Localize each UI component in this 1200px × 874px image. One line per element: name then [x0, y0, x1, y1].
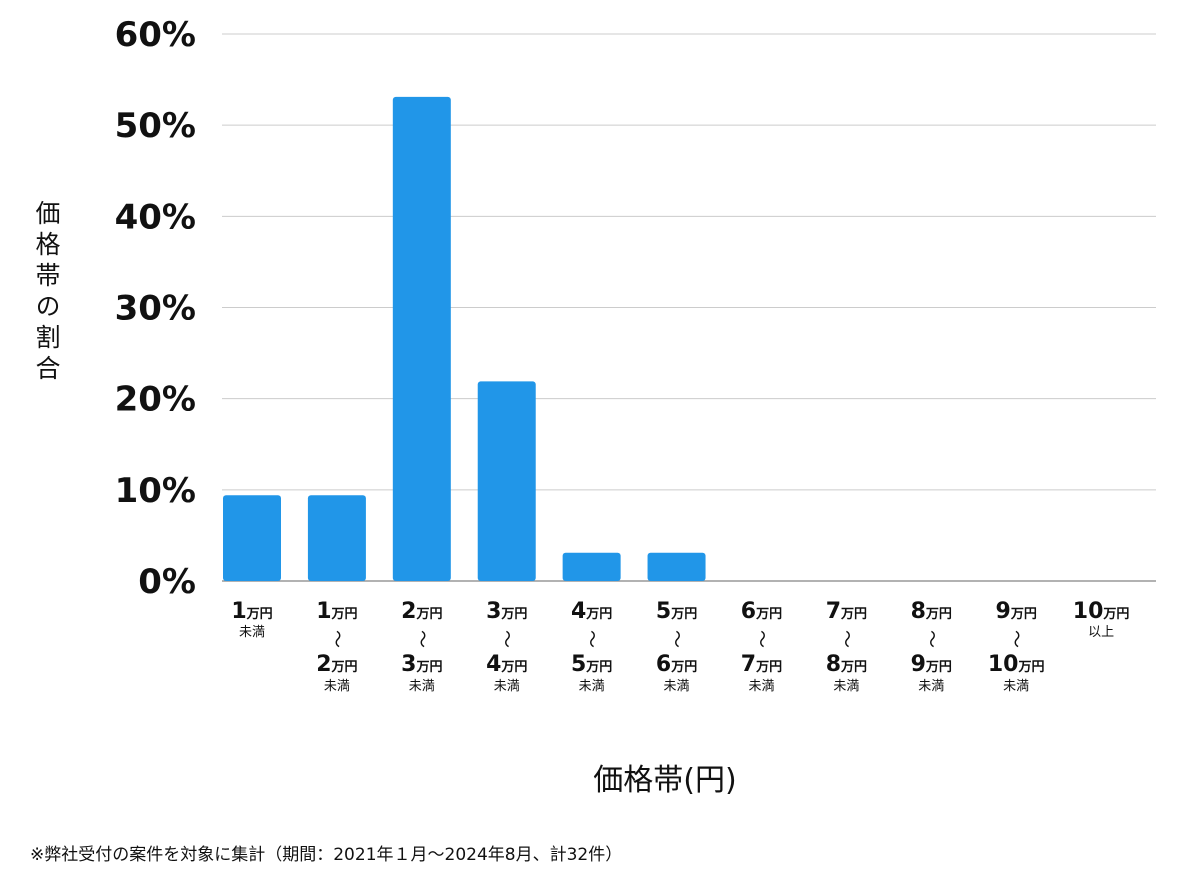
bar [562, 552, 621, 581]
y-tick-label: 20% [115, 380, 196, 420]
x-tick-to: 2万円 [316, 652, 357, 677]
x-tick-suffix: 未満 [409, 679, 435, 694]
x-tick-from: 1万円 [231, 599, 272, 624]
bar [647, 552, 706, 581]
x-tick-to: 4万円 [486, 652, 527, 677]
x-tick-separator: 〜 [496, 630, 517, 648]
y-axis-ticks: 0% 10% 20% 30% 40% 50% 60% [115, 15, 196, 602]
x-tick-from: 7万円 [826, 599, 867, 624]
x-tick-from: 4万円 [571, 599, 612, 624]
x-tick-separator: 〜 [666, 630, 687, 648]
x-tick-separator: 〜 [581, 630, 602, 648]
x-tick-suffix: 未満 [494, 679, 520, 694]
x-tick-suffix: 未満 [1003, 679, 1029, 694]
x-tick-suffix: 未満 [579, 679, 605, 694]
x-tick-from: 3万円 [486, 599, 527, 624]
x-tick-from: 2万円 [401, 599, 442, 624]
footnote: ※弊社受付の案件を対象に集計（期間：2021年１月〜2024年8月、計32件） [30, 845, 623, 865]
y-tick-label: 30% [115, 289, 196, 329]
x-tick-separator: 〜 [750, 630, 771, 648]
x-tick-separator: 〜 [411, 630, 432, 648]
x-tick-to: 9万円 [911, 652, 952, 677]
x-tick-from: 5万円 [656, 599, 697, 624]
x-tick-from: 1万円 [316, 599, 357, 624]
x-tick-to: 7万円 [741, 652, 782, 677]
x-tick-to: 3万円 [401, 652, 442, 677]
y-tick-label: 10% [115, 471, 196, 511]
x-tick-from: 10万円 [1073, 599, 1130, 624]
x-tick-suffix: 未満 [833, 679, 859, 694]
x-tick-separator: 〜 [1005, 630, 1026, 648]
x-tick-from: 6万円 [741, 599, 782, 624]
x-tick-suffix: 未満 [324, 679, 350, 694]
x-tick-to: 10万円 [988, 652, 1045, 677]
y-tick-label: 0% [138, 562, 196, 602]
bar [223, 495, 281, 581]
x-tick-separator: 〜 [326, 630, 347, 648]
x-tick-suffix: 以上 [1088, 625, 1114, 640]
x-tick-separator: 〜 [920, 630, 941, 648]
x-tick-suffix: 未満 [239, 625, 265, 640]
x-tick-separator: 〜 [835, 630, 856, 648]
y-tick-label: 40% [115, 197, 196, 237]
x-tick-to: 8万円 [826, 652, 867, 677]
x-tick-suffix: 未満 [664, 679, 690, 694]
x-axis-label: 価格帯(円) [593, 763, 737, 798]
bar [307, 495, 366, 581]
bar [392, 96, 451, 581]
x-tick-to: 6万円 [656, 652, 697, 677]
bar [477, 381, 536, 581]
y-tick-label: 60% [115, 15, 196, 55]
y-axis-label: 価格帯の割合 [32, 200, 61, 386]
x-tick-from: 9万円 [996, 599, 1037, 624]
x-axis-ticks: 1万円未満1万円〜2万円未満2万円〜3万円未満3万円〜4万円未満4万円〜5万円未… [231, 599, 1129, 694]
x-tick-suffix: 未満 [918, 679, 944, 694]
y-tick-label: 50% [115, 106, 196, 146]
x-tick-from: 8万円 [911, 599, 952, 624]
x-tick-suffix: 未満 [748, 679, 774, 694]
x-tick-to: 5万円 [571, 652, 612, 677]
bars [223, 96, 706, 581]
gridlines [222, 33, 1156, 582]
